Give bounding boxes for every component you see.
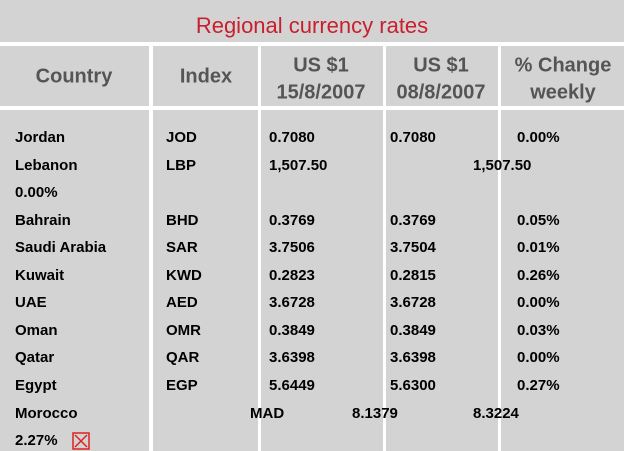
table-cell: 1,507.50 <box>269 157 327 174</box>
table-cell: 0.00% <box>517 294 560 311</box>
rule <box>0 106 624 110</box>
table-cell: LBP <box>166 157 196 174</box>
table-cell: 0.3849 <box>390 322 436 339</box>
table-cell: 2.27% <box>15 432 58 449</box>
column-header: Country <box>36 65 114 87</box>
table-cell: 3.7504 <box>390 239 437 256</box>
table-cell: Oman <box>15 322 58 339</box>
table-cell: 8.1379 <box>352 405 398 422</box>
table-cell: EGP <box>166 377 198 394</box>
table-cell: Jordan <box>15 129 65 146</box>
table-cell: 0.3769 <box>269 212 315 229</box>
table-cell: Kuwait <box>15 267 64 284</box>
table-cell: 0.26% <box>517 267 560 284</box>
table-cell: 0.2815 <box>390 267 436 284</box>
table-cell: BHD <box>166 212 199 229</box>
table-cell: JOD <box>166 129 197 146</box>
table-cell: MAD <box>250 405 284 422</box>
table-cell: 3.6728 <box>390 294 436 311</box>
table-cell: 0.27% <box>517 377 560 394</box>
table-cell: 3.6398 <box>269 349 315 366</box>
table-cell: Lebanon <box>15 157 78 174</box>
table-cell: 0.3769 <box>390 212 436 229</box>
table-cell: 8.3224 <box>473 405 520 422</box>
table-cell: Qatar <box>15 349 54 366</box>
table-cell: Morocco <box>15 405 78 422</box>
column-rule <box>149 42 153 451</box>
column-header: 08/8/2007 <box>397 81 486 103</box>
table-cell: Saudi Arabia <box>15 239 107 256</box>
rule <box>0 42 624 46</box>
table-cell: 0.7080 <box>269 129 315 146</box>
column-rule <box>258 42 261 451</box>
column-header: weekly <box>529 81 596 103</box>
column-header: US $1 <box>413 54 469 76</box>
table-cell: 0.2823 <box>269 267 315 284</box>
table-cell: KWD <box>166 267 202 284</box>
table-cell: UAE <box>15 294 47 311</box>
table-cell: 1,507.50 <box>473 157 531 174</box>
table-cell: QAR <box>166 349 200 366</box>
table-cell: SAR <box>166 239 198 256</box>
column-rule <box>498 42 501 451</box>
table-cell: 0.05% <box>517 212 560 229</box>
table-cell: 5.6449 <box>269 377 315 394</box>
title: Regional currency rates <box>196 13 428 38</box>
table-cell: 3.6398 <box>390 349 436 366</box>
table-cell: AED <box>166 294 198 311</box>
table-cell: 0.00% <box>15 184 58 201</box>
column-header: 15/8/2007 <box>277 81 366 103</box>
column-header: % Change <box>515 54 612 76</box>
table-cell: 0.3849 <box>269 322 315 339</box>
table-cell: 0.00% <box>517 129 560 146</box>
table-cell: 5.6300 <box>390 377 436 394</box>
column-rule <box>383 42 386 451</box>
column-header: Index <box>180 65 232 87</box>
table-cell: OMR <box>166 322 201 339</box>
table-cell: Bahrain <box>15 212 71 229</box>
table-cell: 0.00% <box>517 349 560 366</box>
table-cell: 0.03% <box>517 322 560 339</box>
table-cell: 0.01% <box>517 239 560 256</box>
table-cell: 3.6728 <box>269 294 315 311</box>
error-icon <box>72 432 90 450</box>
table-cell: 3.7506 <box>269 239 315 256</box>
table-cell: Egypt <box>15 377 57 394</box>
table-cell: 0.7080 <box>390 129 436 146</box>
column-header: US $1 <box>293 54 349 76</box>
